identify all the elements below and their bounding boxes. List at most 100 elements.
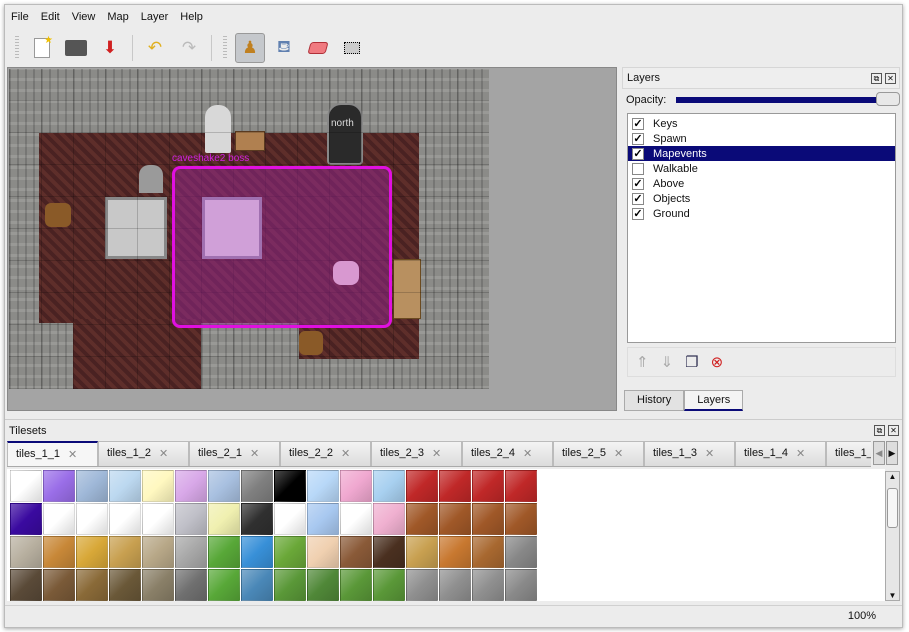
tile[interactable] [373, 569, 405, 601]
bucket-fill-icon[interactable]: ⛾ [277, 37, 291, 56]
tile[interactable] [505, 470, 537, 502]
redo-icon[interactable]: ↷ [181, 38, 197, 57]
tile[interactable] [373, 536, 405, 568]
tile[interactable] [175, 536, 207, 568]
tile[interactable] [274, 470, 306, 502]
tile[interactable] [10, 470, 42, 502]
tileset-tab[interactable]: tiles_1_✕ [826, 441, 871, 466]
scrollbar-thumb[interactable] [887, 488, 898, 528]
tile[interactable] [109, 569, 141, 601]
tab-history[interactable]: History [624, 390, 685, 411]
tileset-tab[interactable]: tiles_1_2 ✕ [98, 441, 189, 466]
tile[interactable] [175, 470, 207, 502]
tile[interactable] [109, 503, 141, 535]
tile[interactable] [76, 569, 108, 601]
vertical-scrollbar[interactable]: ▲ ▼ [885, 471, 900, 601]
tile[interactable] [43, 536, 75, 568]
tile[interactable] [43, 470, 75, 502]
close-tab-icon[interactable]: ✕ [523, 448, 533, 460]
close-tab-icon[interactable]: ✕ [432, 448, 442, 460]
tile[interactable] [274, 569, 306, 601]
new-document-icon[interactable]: ★ [27, 33, 57, 63]
tile[interactable] [208, 536, 240, 568]
rectangle-select-icon[interactable] [337, 33, 367, 63]
tile[interactable] [142, 536, 174, 568]
lower-layer-icon[interactable]: ⇓ [660, 354, 674, 371]
close-tab-icon[interactable]: ✕ [341, 448, 351, 460]
open-icon[interactable] [61, 33, 91, 63]
tileset-tab[interactable]: tiles_2_2 ✕ [280, 441, 371, 466]
tile[interactable] [76, 536, 108, 568]
tile[interactable] [274, 503, 306, 535]
stamp-brush-icon[interactable]: ♟ [235, 33, 265, 63]
layer-row[interactable]: ✓ Objects [628, 191, 895, 206]
close-tab-icon[interactable]: ✕ [796, 448, 806, 460]
visibility-checkbox[interactable] [632, 162, 644, 175]
tile[interactable] [340, 503, 372, 535]
tile[interactable] [241, 536, 273, 568]
tile[interactable] [505, 536, 537, 568]
tile[interactable] [439, 470, 471, 502]
tile[interactable] [274, 536, 306, 568]
tile[interactable] [505, 503, 537, 535]
tabs-scroll-left-icon[interactable]: ◀ [873, 441, 885, 465]
tile[interactable] [373, 503, 405, 535]
layer-row[interactable]: Walkable [628, 161, 895, 176]
visibility-checkbox[interactable]: ✓ [632, 177, 644, 190]
tile[interactable] [43, 569, 75, 601]
tile[interactable] [10, 536, 42, 568]
tile[interactable] [241, 569, 273, 601]
undo-icon[interactable]: ↶ [147, 38, 163, 57]
menu-edit[interactable]: Edit [40, 11, 60, 23]
tile[interactable] [472, 536, 504, 568]
layer-row[interactable]: ✓ Mapevents [628, 146, 895, 161]
delete-layer-icon[interactable]: ⊗ [710, 354, 724, 371]
toolbar-grip[interactable] [15, 36, 19, 60]
close-icon[interactable]: ✕ [888, 425, 899, 436]
map-view[interactable]: caveshake2 boss north [7, 67, 617, 411]
tile[interactable] [472, 470, 504, 502]
tileset-tab[interactable]: tiles_2_3 ✕ [371, 441, 462, 466]
close-tab-icon[interactable]: ✕ [68, 449, 78, 461]
tile[interactable] [241, 503, 273, 535]
tileset-tab[interactable]: tiles_1_1 ✕ [7, 441, 98, 466]
tile[interactable] [340, 536, 372, 568]
tileset-tab[interactable]: tiles_2_1 ✕ [189, 441, 280, 466]
close-tab-icon[interactable]: ✕ [159, 448, 169, 460]
menu-help[interactable]: Help [180, 11, 203, 23]
tileset-tab[interactable]: tiles_2_4 ✕ [462, 441, 553, 466]
menu-map[interactable]: Map [107, 11, 129, 23]
layer-row[interactable]: ✓ Above [628, 176, 895, 191]
tile[interactable] [406, 569, 438, 601]
tile[interactable] [175, 503, 207, 535]
tile[interactable] [109, 470, 141, 502]
tile[interactable] [307, 569, 339, 601]
tile[interactable] [406, 536, 438, 568]
tileset-tab[interactable]: tiles_1_3 ✕ [644, 441, 735, 466]
tile[interactable] [208, 470, 240, 502]
tile[interactable] [208, 503, 240, 535]
raise-layer-icon[interactable]: ⇑ [636, 354, 649, 371]
toolbar-grip[interactable] [223, 36, 227, 60]
tile[interactable] [439, 536, 471, 568]
visibility-checkbox[interactable]: ✓ [632, 192, 644, 205]
tile[interactable] [241, 470, 273, 502]
tabs-scroll-right-icon[interactable]: ▶ [886, 441, 898, 465]
close-icon[interactable]: ✕ [885, 72, 896, 84]
visibility-checkbox[interactable]: ✓ [632, 132, 644, 145]
tile[interactable] [505, 569, 537, 601]
tile[interactable] [406, 503, 438, 535]
tile[interactable] [175, 569, 207, 601]
menu-file[interactable]: File [11, 11, 29, 23]
tile[interactable] [406, 470, 438, 502]
close-tab-icon[interactable]: ✕ [250, 448, 260, 460]
float-icon[interactable]: ⧉ [874, 425, 885, 436]
tile[interactable] [307, 503, 339, 535]
visibility-checkbox[interactable]: ✓ [632, 147, 644, 160]
tile[interactable] [340, 569, 372, 601]
layer-row[interactable]: ✓ Keys [628, 116, 895, 131]
selected-map-object[interactable] [172, 166, 392, 328]
tile[interactable] [76, 470, 108, 502]
layer-row[interactable]: ✓ Spawn [628, 131, 895, 146]
tile[interactable] [10, 503, 42, 535]
